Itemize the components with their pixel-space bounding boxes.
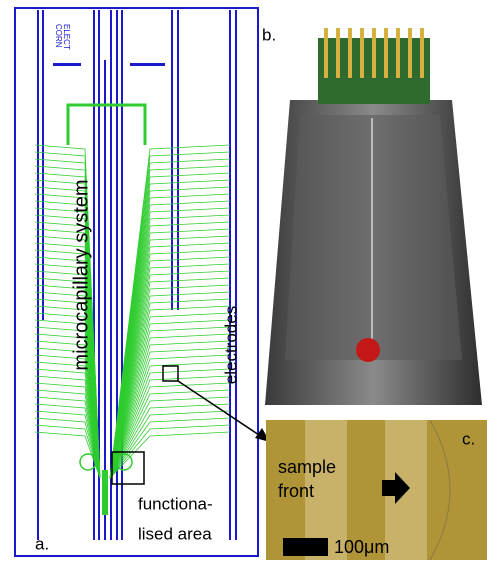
front-label: front bbox=[278, 481, 314, 501]
channel-label: microcapillary system bbox=[70, 179, 92, 370]
panel-label: c. bbox=[462, 429, 475, 448]
scale-label: 100μm bbox=[334, 537, 389, 557]
chip-text: CORN bbox=[54, 24, 63, 48]
chip-glass bbox=[285, 115, 462, 360]
pin bbox=[396, 28, 400, 78]
electrode-label: electrodes bbox=[221, 306, 240, 384]
chip-photo: b. bbox=[262, 25, 482, 405]
chip-text: ELECT bbox=[62, 24, 71, 50]
pin bbox=[420, 28, 424, 78]
pin bbox=[336, 28, 340, 78]
pin bbox=[324, 28, 328, 78]
panel-label: a. bbox=[35, 534, 49, 553]
front-label: sample bbox=[278, 457, 336, 477]
area-label: functiona- bbox=[138, 494, 213, 513]
sample-drop bbox=[356, 338, 380, 362]
micrograph: sample front 100μm c. bbox=[266, 420, 487, 560]
pad bbox=[130, 63, 165, 66]
panel-label: b. bbox=[262, 25, 276, 44]
scale-bar bbox=[283, 538, 328, 556]
pin bbox=[360, 28, 364, 78]
pin bbox=[408, 28, 412, 78]
pin bbox=[384, 28, 388, 78]
pin bbox=[372, 28, 376, 78]
schematic: CORN ELECT microcapillary system electro… bbox=[15, 8, 270, 556]
figure: CORN ELECT microcapillary system electro… bbox=[0, 0, 487, 563]
area-label: lised area bbox=[138, 524, 212, 543]
pin bbox=[348, 28, 352, 78]
pad bbox=[53, 63, 81, 66]
